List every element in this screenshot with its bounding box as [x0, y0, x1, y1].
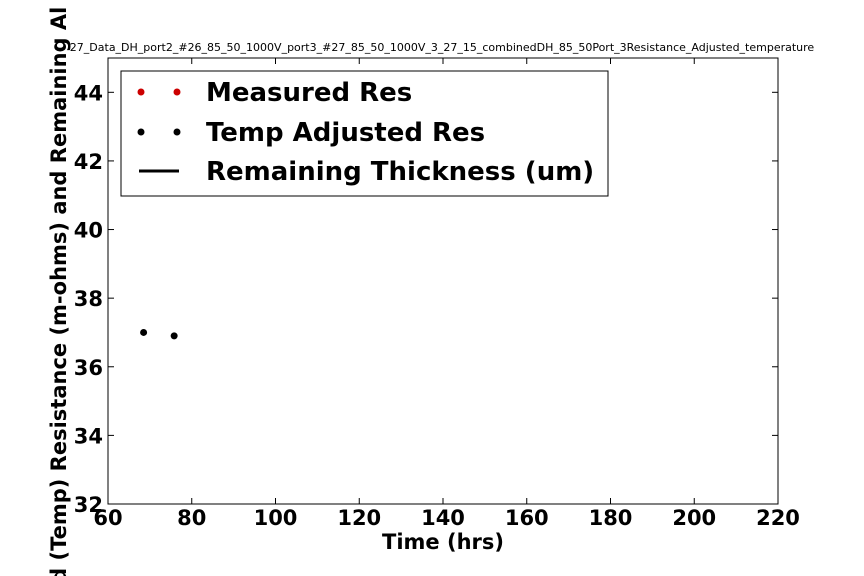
legend: Measured Res Temp Adjusted Res Remaining T… — [121, 71, 608, 196]
x-tick-label: 100 — [254, 506, 298, 530]
legend-label: Remaining Thickness (um) — [206, 157, 594, 187]
y-tick-label: 42 — [74, 150, 103, 174]
x-tick-label: 200 — [672, 506, 716, 530]
y-axis-label: Temp Adjusted (Temp) Resistance (m-ohms)… — [47, 0, 71, 576]
legend-marker — [174, 129, 181, 136]
series-layer — [140, 329, 178, 339]
x-axis-label: Time (hrs) — [382, 530, 504, 554]
x-tick-label: 220 — [756, 506, 800, 530]
y-tick-label: 34 — [74, 424, 103, 448]
legend-label: Measured Res — [206, 78, 412, 108]
data-point — [140, 329, 147, 336]
y-tick-label: 44 — [74, 81, 103, 105]
y-tick-label: 32 — [74, 493, 103, 517]
x-tick-label: 160 — [505, 506, 549, 530]
x-tick-label: 180 — [589, 506, 633, 530]
chart-title: 27_Data_DH_port2_#26_85_50_1000V_port3_#… — [70, 41, 815, 54]
legend-label: Temp Adjusted Res — [206, 118, 485, 148]
legend-marker — [174, 89, 181, 96]
y-tick-label: 36 — [74, 356, 103, 380]
legend-marker — [138, 129, 145, 136]
x-tick-label: 120 — [337, 506, 381, 530]
x-tick-label: 140 — [421, 506, 465, 530]
data-point — [171, 332, 178, 339]
y-tick-label: 40 — [74, 219, 103, 243]
y-tick-label: 38 — [74, 287, 103, 311]
x-tick-label: 80 — [177, 506, 206, 530]
legend-marker — [138, 89, 145, 96]
